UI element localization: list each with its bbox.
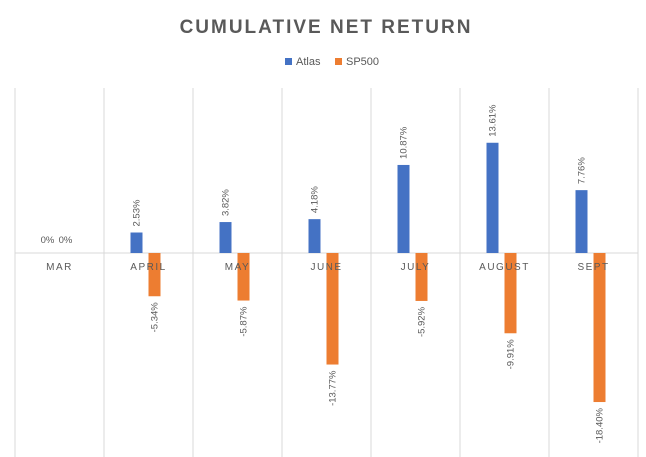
data-label-atlas-april: 2.53% bbox=[132, 199, 143, 226]
category-label-mar: MAR bbox=[46, 262, 73, 273]
data-label-atlas-mar: 0% bbox=[41, 235, 55, 246]
legend-label-sp500: SP500 bbox=[346, 56, 379, 68]
data-labels: 0% 2.53% 3.82% 4.18% 10.87% 13.61% 7.76% 0% -5.3… bbox=[41, 104, 606, 443]
category-label-sept: SEPT bbox=[577, 262, 609, 273]
data-label-sp500-may: -5.87% bbox=[239, 306, 250, 337]
bar-atlas-may bbox=[219, 222, 232, 253]
data-label-atlas-august: 13.61% bbox=[488, 104, 499, 137]
data-label-sp500-july: -5.92% bbox=[417, 306, 428, 337]
data-label-sp500-mar: 0% bbox=[59, 235, 73, 246]
data-label-atlas-june: 4.18% bbox=[310, 186, 321, 213]
category-label-august: AUGUST bbox=[479, 262, 530, 273]
bar-sp500-may bbox=[237, 253, 250, 301]
data-label-atlas-may: 3.82% bbox=[221, 189, 232, 216]
legend: Atlas SP500 bbox=[285, 56, 379, 68]
bar-sp500-june bbox=[326, 253, 339, 365]
data-label-sp500-april: -5.34% bbox=[150, 302, 161, 333]
bars bbox=[130, 142, 606, 403]
bar-sp500-april bbox=[148, 253, 161, 297]
legend-swatch-sp500 bbox=[335, 58, 342, 65]
bar-sp500-august bbox=[504, 253, 517, 334]
data-label-atlas-july: 10.87% bbox=[399, 126, 410, 159]
gridlines bbox=[14, 88, 639, 457]
bar-atlas-sept bbox=[575, 190, 588, 253]
bar-atlas-july bbox=[397, 164, 410, 253]
bar-atlas-april bbox=[130, 232, 143, 253]
category-label-july: JULY bbox=[401, 262, 431, 273]
bar-sp500-sept bbox=[593, 253, 606, 403]
bar-atlas-june bbox=[308, 219, 321, 253]
category-label-april: APRIL bbox=[130, 262, 166, 273]
chart-title: CUMULATIVE NET RETURN bbox=[180, 17, 473, 38]
category-label-june: JUNE bbox=[310, 262, 342, 273]
data-label-atlas-sept: 7.76% bbox=[577, 157, 588, 184]
legend-swatch-atlas bbox=[285, 58, 292, 65]
category-labels: MAR APRIL MAY JUNE JULY AUGUST SEPT bbox=[46, 262, 609, 273]
bar-sp500-july bbox=[415, 253, 428, 301]
data-label-sp500-sept: -18.40% bbox=[595, 407, 606, 443]
legend-label-atlas: Atlas bbox=[296, 56, 321, 68]
bar-atlas-august bbox=[486, 142, 499, 253]
data-label-sp500-august: -9.91% bbox=[506, 339, 517, 370]
data-label-sp500-june: -13.77% bbox=[328, 370, 339, 406]
category-label-may: MAY bbox=[225, 262, 250, 273]
